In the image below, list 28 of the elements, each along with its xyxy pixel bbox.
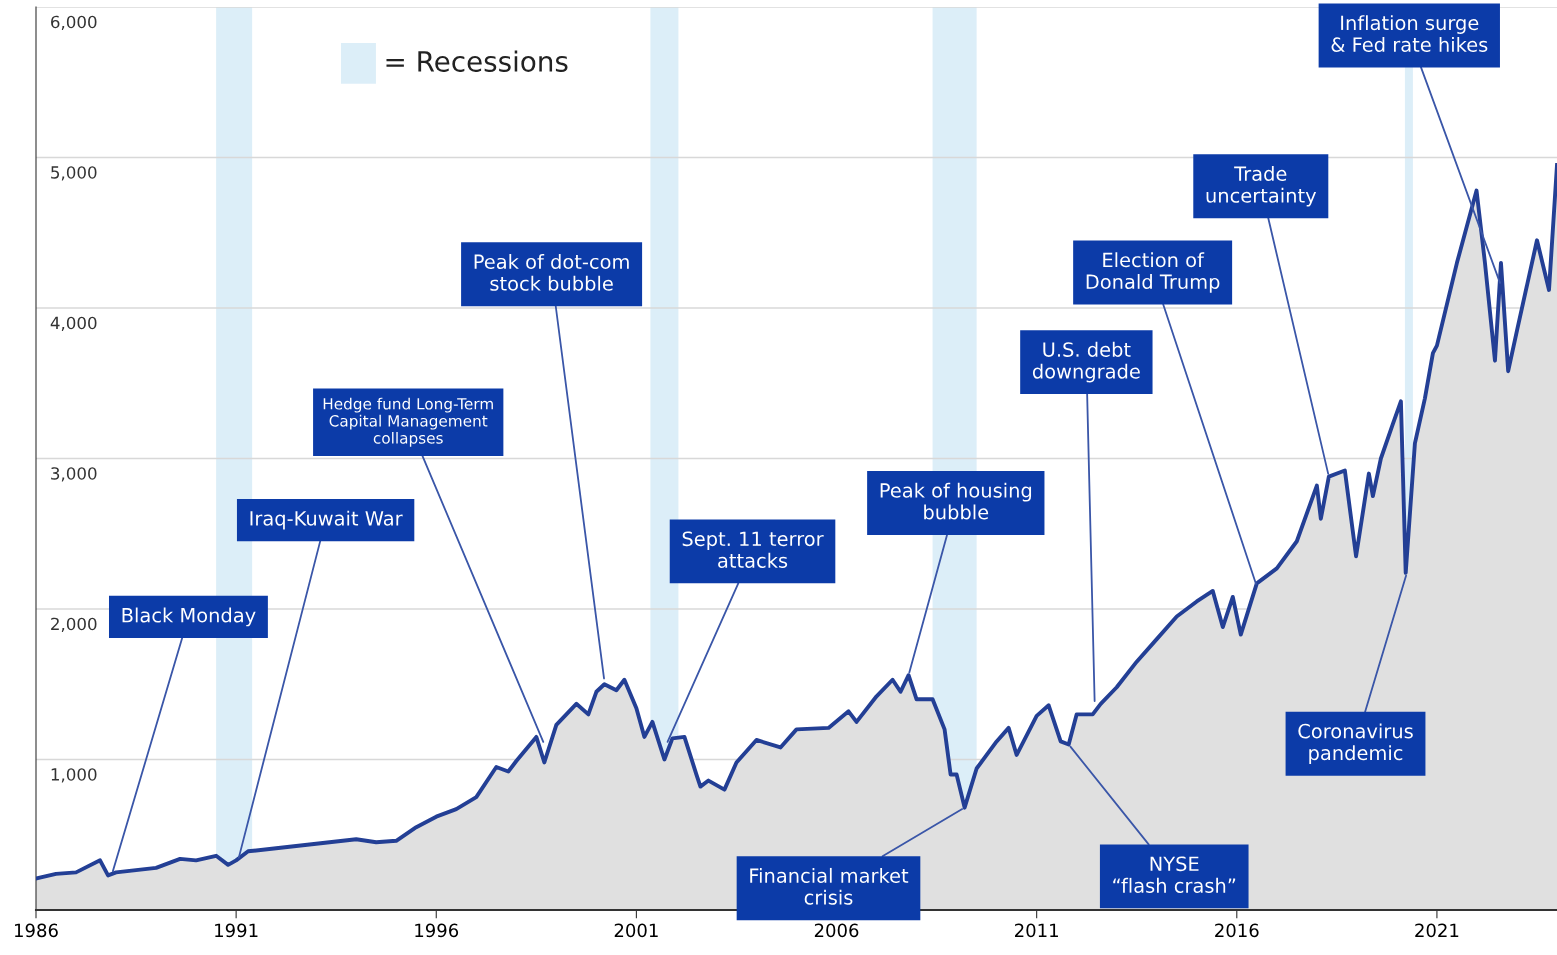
- x-tick-label: 2016: [1215, 923, 1259, 938]
- annotation: Iraq-Kuwait War: [250, 510, 403, 530]
- annotation: Coronavirus pandemic: [1298, 723, 1413, 765]
- x-tick-label: 2006: [814, 923, 859, 938]
- x-tick-label: 1996: [415, 923, 459, 938]
- annotation: Hedge fund Long-Term Capital Management collapses: [323, 397, 493, 447]
- x-tick-label: 1991: [215, 923, 258, 938]
- x-tick-label: 2021: [1415, 923, 1459, 938]
- annotation: U.S. debt downgrade: [1032, 341, 1140, 383]
- annotation: Sept. 11 terror attacks: [682, 531, 824, 568]
- x-tick-label: 2011: [1015, 923, 1058, 938]
- annotation: Black Monday: [122, 607, 256, 627]
- annotation: Peak of dot-com stock bubble: [474, 254, 629, 291]
- y-tick-label: 3,000: [51, 467, 97, 482]
- y-tick-label: 4,000: [50, 316, 97, 331]
- annotation: = Recessions: [386, 50, 568, 72]
- annotation: Trade uncertainty: [1206, 165, 1317, 207]
- y-tick-label: 6,000: [51, 15, 97, 30]
- annotation: Financial market crisis: [750, 867, 909, 905]
- y-tick-label: 1,000: [51, 768, 97, 783]
- x-tick-label: 2001: [614, 923, 658, 938]
- y-tick-label: 2,000: [51, 617, 97, 632]
- annotation: Election of Donald Trump: [1086, 252, 1220, 293]
- x-tick-label: 1986: [15, 923, 58, 938]
- annotation: Peak of housing bubble: [880, 482, 1032, 520]
- annotation: Inflation surge & Fed rate hikes: [1331, 15, 1488, 52]
- y-tick-label: 5,000: [51, 166, 97, 181]
- annotation: NYSE “flash crash”: [1113, 856, 1236, 893]
